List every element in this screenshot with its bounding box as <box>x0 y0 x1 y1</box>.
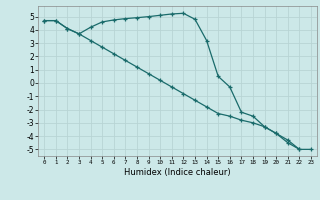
X-axis label: Humidex (Indice chaleur): Humidex (Indice chaleur) <box>124 168 231 177</box>
